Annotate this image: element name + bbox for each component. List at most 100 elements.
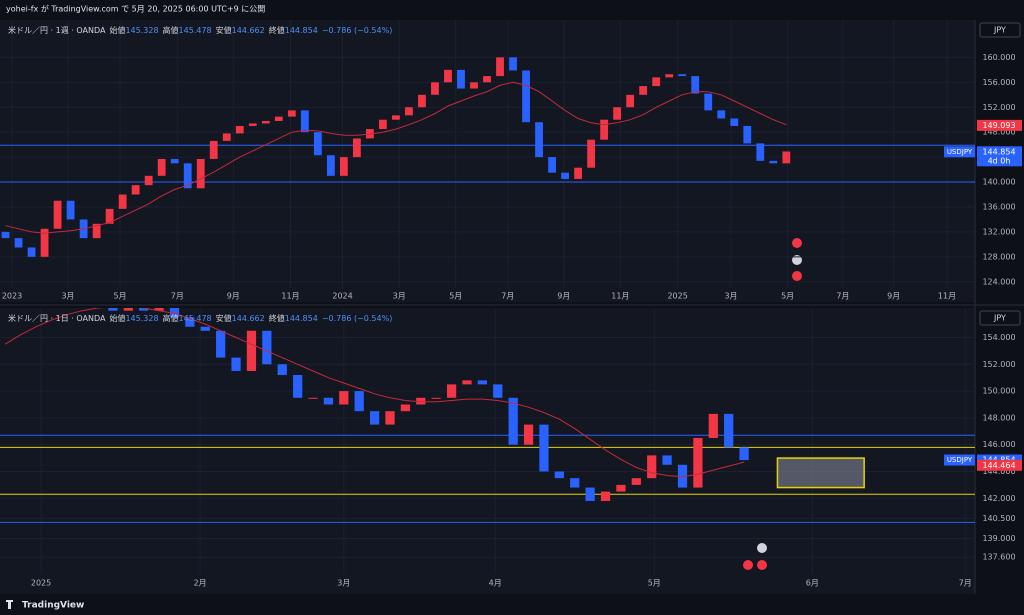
candle-body: [431, 82, 439, 95]
candle-body: [678, 74, 687, 77]
y-tick-label: 139.000: [982, 534, 1015, 543]
candle-body: [66, 200, 75, 220]
candle-body: [717, 110, 726, 119]
symbol-tag: USDJPY: [947, 148, 973, 156]
candle-body: [539, 424, 549, 472]
candle-body: [769, 160, 778, 164]
price-label: 144.464: [982, 461, 1015, 470]
pane-bg: [0, 308, 975, 594]
candle-body: [724, 413, 734, 448]
icon: [757, 543, 767, 553]
candle-body: [652, 77, 661, 87]
currency-button[interactable]: [979, 22, 1021, 38]
candle-body: [209, 140, 218, 159]
y-tick-label: 146.000: [982, 440, 1015, 449]
x-tick-label: 2023: [2, 292, 22, 301]
candle-body: [339, 391, 349, 405]
candle-body: [231, 357, 241, 371]
countdown: 4d 0h: [988, 156, 1011, 165]
candle-body: [570, 478, 580, 488]
y-tick-label: 154.000: [982, 333, 1015, 342]
legend: 米ドル／円 · 1週 · OANDA 始値145.328 高値145.478 安値14…: [8, 25, 392, 35]
x-tick-label: 5月: [781, 292, 794, 301]
x-tick-label: 9月: [887, 292, 900, 301]
candle-body: [53, 200, 62, 229]
currency-button[interactable]: [979, 310, 1021, 326]
header-text: yohei-fx が TradingView.com で 5月 20, 2025…: [6, 4, 265, 14]
x-tick-label: 7月: [959, 579, 972, 588]
currency-label: JPY: [993, 314, 1006, 323]
y-tick-label: 140.500: [982, 514, 1015, 523]
candle-body: [483, 76, 491, 83]
candle-body: [170, 158, 179, 164]
candle-body: [27, 247, 36, 257]
x-tick-label: 11月: [611, 292, 629, 301]
candle-body: [274, 116, 283, 121]
candle-body: [400, 404, 411, 412]
candle-body: [339, 157, 348, 176]
candle-body: [616, 484, 626, 492]
candle-body: [277, 364, 287, 376]
candle-body: [40, 228, 49, 257]
legend-field-label: 始値: [109, 313, 125, 323]
legend-change: −0.786 (−0.54%): [322, 314, 393, 323]
legend-field-label: 安値: [216, 313, 232, 323]
legend-field-label: 終値: [269, 313, 285, 323]
candle-body: [418, 94, 426, 108]
candle-body: [216, 330, 226, 358]
y-tick-label: 156.000: [982, 78, 1015, 87]
legend-field-value: 145.328: [125, 26, 158, 35]
candle-body: [662, 455, 672, 465]
y-tick-label: 160.000: [982, 53, 1015, 62]
x-tick-label: 7月: [171, 292, 184, 301]
candle-body: [647, 455, 657, 479]
icon: [792, 238, 802, 248]
brand-logo: [6, 600, 13, 609]
legend-field-label: 高値: [163, 25, 179, 35]
plot: [0, 20, 975, 288]
event-icons: [743, 238, 802, 570]
candle-body: [92, 223, 101, 239]
candle-body: [118, 194, 127, 209]
candle-body: [457, 69, 465, 89]
candle-body: [287, 110, 296, 117]
y-tick-label: 124.000: [982, 277, 1015, 286]
candle-body: [431, 397, 441, 399]
brand: TradingView: [22, 601, 84, 611]
plot: [0, 308, 975, 574]
moving-average: [4, 308, 745, 478]
candle-body: [185, 317, 195, 327]
candle-body: [739, 447, 749, 461]
candle-body: [639, 86, 648, 95]
zone: [776, 457, 865, 489]
legend-symbol: 米ドル／円 · 1週 · OANDA: [8, 25, 106, 35]
candle-body: [523, 424, 534, 445]
candle-body: [123, 308, 133, 311]
y-tick-label: 152.000: [982, 103, 1015, 112]
y-tick-label: 140.000: [982, 178, 1015, 187]
candle-body: [561, 172, 569, 179]
legend-field-label: 終値: [269, 25, 285, 35]
candle-body: [574, 167, 583, 179]
x-tick-label: 2025: [31, 579, 51, 588]
candle-body: [548, 157, 556, 173]
x-tick-label: 6月: [806, 579, 819, 588]
candle-body: [554, 471, 564, 479]
candle-body: [246, 330, 257, 371]
icon: [792, 255, 802, 265]
x-tick-label: 9月: [227, 292, 240, 301]
candle-body: [587, 139, 596, 168]
price-label: 144.854: [982, 147, 1015, 156]
candle-body: [235, 125, 244, 134]
y-tick-label: 132.000: [982, 227, 1015, 236]
candle-body: [470, 82, 478, 89]
currency-label: JPY: [993, 26, 1006, 35]
candle-body: [730, 118, 739, 126]
x-tick-label: 3月: [724, 292, 737, 301]
candle-body: [308, 397, 318, 399]
candle-body: [248, 123, 257, 126]
candle-body: [262, 330, 272, 365]
candle-body: [222, 133, 231, 141]
candle-body: [14, 238, 23, 248]
